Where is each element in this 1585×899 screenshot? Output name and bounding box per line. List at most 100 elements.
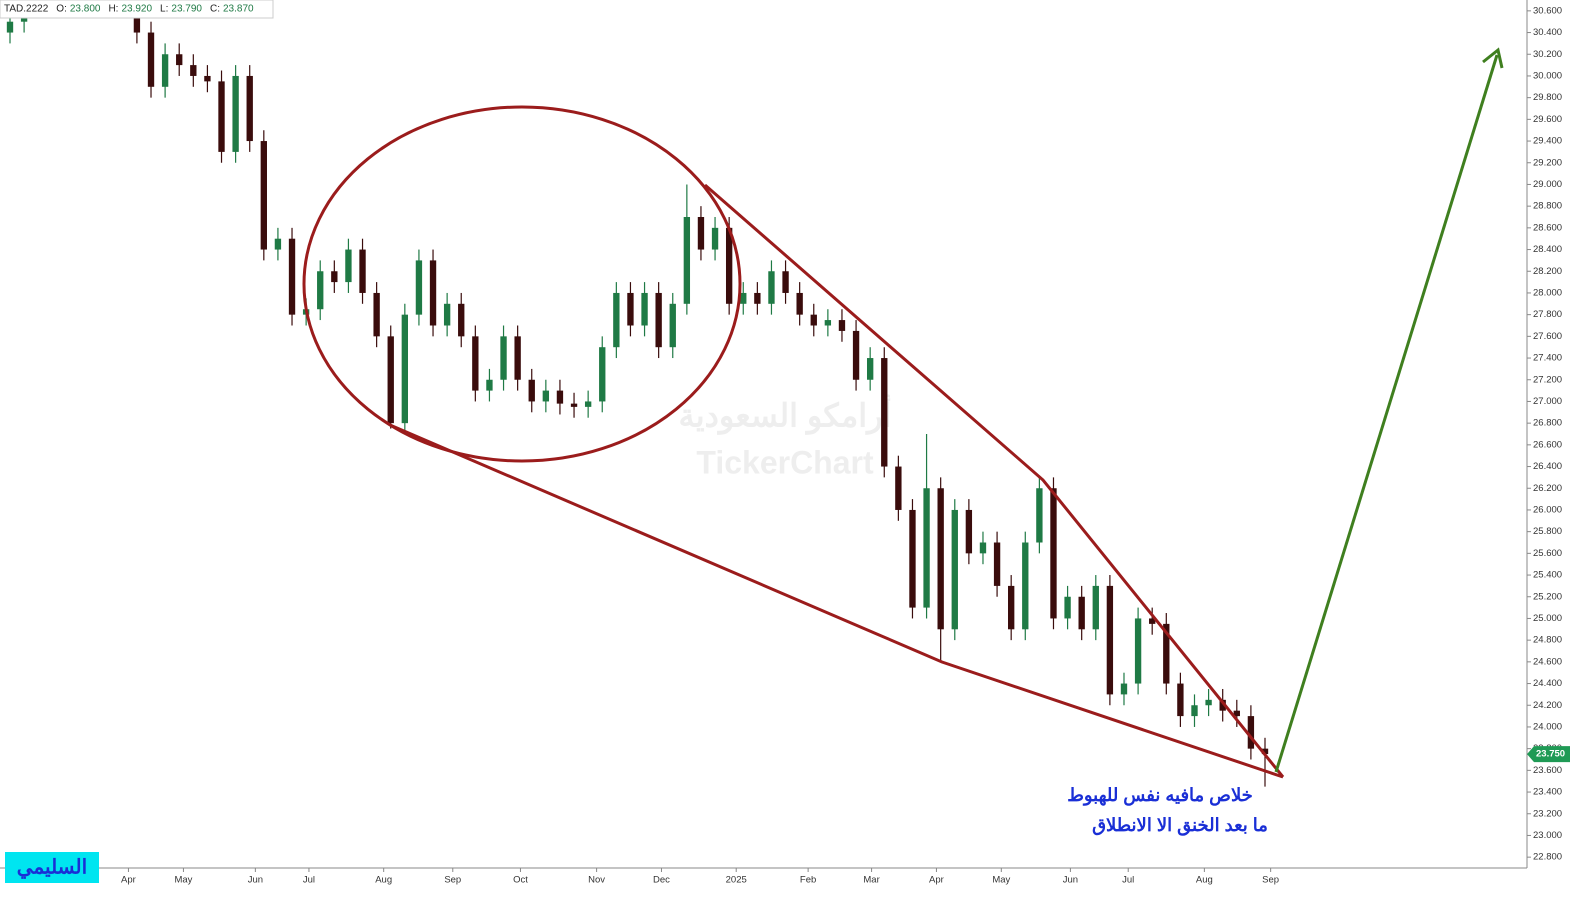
candle-body [1008, 585, 1015, 630]
x-tick-label: Apr [929, 875, 944, 886]
price-tag [1527, 746, 1570, 763]
candle-body [556, 390, 564, 404]
candle-body [725, 227, 733, 304]
candle-body [866, 358, 874, 380]
watermark: TickerChart [696, 444, 874, 480]
annotation: خلاص مافيه نفس للهبوط [1067, 785, 1253, 806]
candle-body [190, 65, 197, 76]
annotation: ما بعد الخنق الا الانطلاق [1092, 815, 1268, 836]
candle-body [232, 75, 239, 152]
y-tick-label: 24.000 [1533, 721, 1562, 732]
y-tick-label: 22.800 [1533, 852, 1562, 863]
candle-body [810, 314, 817, 326]
x-tick-label: Aug [375, 875, 392, 886]
author-box [5, 852, 99, 883]
header-text: 23.920 [121, 4, 152, 15]
y-tick-label: 28.200 [1533, 266, 1562, 277]
y-tick-label: 25.400 [1533, 570, 1562, 581]
candle-body [895, 466, 902, 510]
y-tick-label: 26.000 [1533, 504, 1562, 515]
x-tick-label: Jun [1063, 875, 1078, 886]
arrow [1274, 54, 1499, 773]
y-tick-label: 23.600 [1533, 765, 1562, 776]
candle-body [782, 271, 789, 293]
x-tick-label: Jul [1122, 875, 1134, 886]
candle-body [1177, 683, 1184, 717]
watermark: أرامكو السعودية [679, 393, 892, 435]
candle-body [697, 217, 705, 250]
y-tick-label: 28.600 [1533, 222, 1562, 233]
y-tick-label: 30.600 [1533, 5, 1562, 16]
candle-body [486, 379, 493, 391]
y-tick-label: 26.600 [1533, 439, 1562, 450]
candle-body [1149, 618, 1156, 624]
candle-body [147, 32, 155, 87]
y-tick-label: 23.200 [1533, 808, 1562, 819]
x-tick-label: Aug [1196, 875, 1213, 886]
arrow-head [1482, 47, 1504, 69]
candle-body [838, 320, 846, 331]
y-tick-label: 27.200 [1533, 374, 1562, 385]
candle-body [740, 292, 747, 304]
candle-body [1261, 748, 1269, 755]
header-box [0, 0, 274, 19]
candle-body [1134, 618, 1142, 684]
candle-body [1120, 683, 1128, 695]
candle-body [669, 303, 676, 348]
x-tick-label: Jul [303, 875, 315, 886]
y-tick-label: 25.600 [1533, 548, 1562, 559]
y-tick-label: 29.600 [1533, 114, 1562, 125]
y-tick-label: 24.600 [1533, 656, 1562, 667]
y-tick-label: 26.800 [1533, 418, 1562, 429]
candle-body [1078, 596, 1085, 630]
x-tick-label: Sep [444, 875, 461, 886]
header-text: L: [160, 4, 168, 15]
header-text: 23.790 [171, 4, 202, 15]
candle-body [570, 403, 578, 407]
candle-body [655, 292, 662, 348]
candle-body [923, 488, 930, 608]
candle-body [881, 358, 888, 467]
candle-body [500, 336, 507, 380]
candle-body [584, 401, 592, 407]
y-tick-label: 28.000 [1533, 287, 1562, 298]
candle-body [288, 238, 296, 315]
candle-body [443, 303, 451, 326]
x-tick-label: May [992, 875, 1010, 886]
candle-body [472, 336, 479, 391]
y-tick-label: 28.800 [1533, 201, 1562, 212]
y-tick-label: 30.000 [1533, 70, 1562, 81]
y-tick-label: 24.800 [1533, 635, 1562, 646]
x-tick-label: Dec [653, 875, 670, 886]
x-tick-label: 2025 [726, 875, 747, 886]
candle-body [458, 303, 465, 337]
support-line [389, 423, 1284, 779]
candle-body [542, 390, 550, 402]
y-tick-label: 27.000 [1533, 396, 1562, 407]
candle-body [1064, 596, 1071, 619]
header-text: O: [56, 4, 67, 15]
candle-body [979, 542, 987, 554]
y-tick-label: 29.200 [1533, 157, 1562, 168]
candle-body [401, 314, 409, 424]
candle-body [1050, 488, 1057, 619]
candle-body [260, 141, 267, 250]
candle-body [514, 336, 521, 380]
candle-body [909, 509, 916, 608]
candle-body [711, 227, 719, 250]
candle-body [683, 217, 691, 304]
y-tick-label: 26.200 [1533, 483, 1562, 494]
candle-body [1106, 585, 1114, 695]
y-tick-label: 29.000 [1533, 179, 1562, 190]
y-tick-label: 27.400 [1533, 353, 1562, 364]
x-tick-label: May [174, 875, 192, 886]
author: السليمي [17, 856, 87, 879]
candle-body [331, 271, 338, 283]
candle-body [1092, 585, 1099, 630]
candle-body [528, 379, 535, 402]
candle-body [951, 509, 958, 630]
header-text: C: [210, 4, 220, 15]
y-tick-label: 25.200 [1533, 591, 1562, 602]
candle-body [965, 509, 973, 554]
